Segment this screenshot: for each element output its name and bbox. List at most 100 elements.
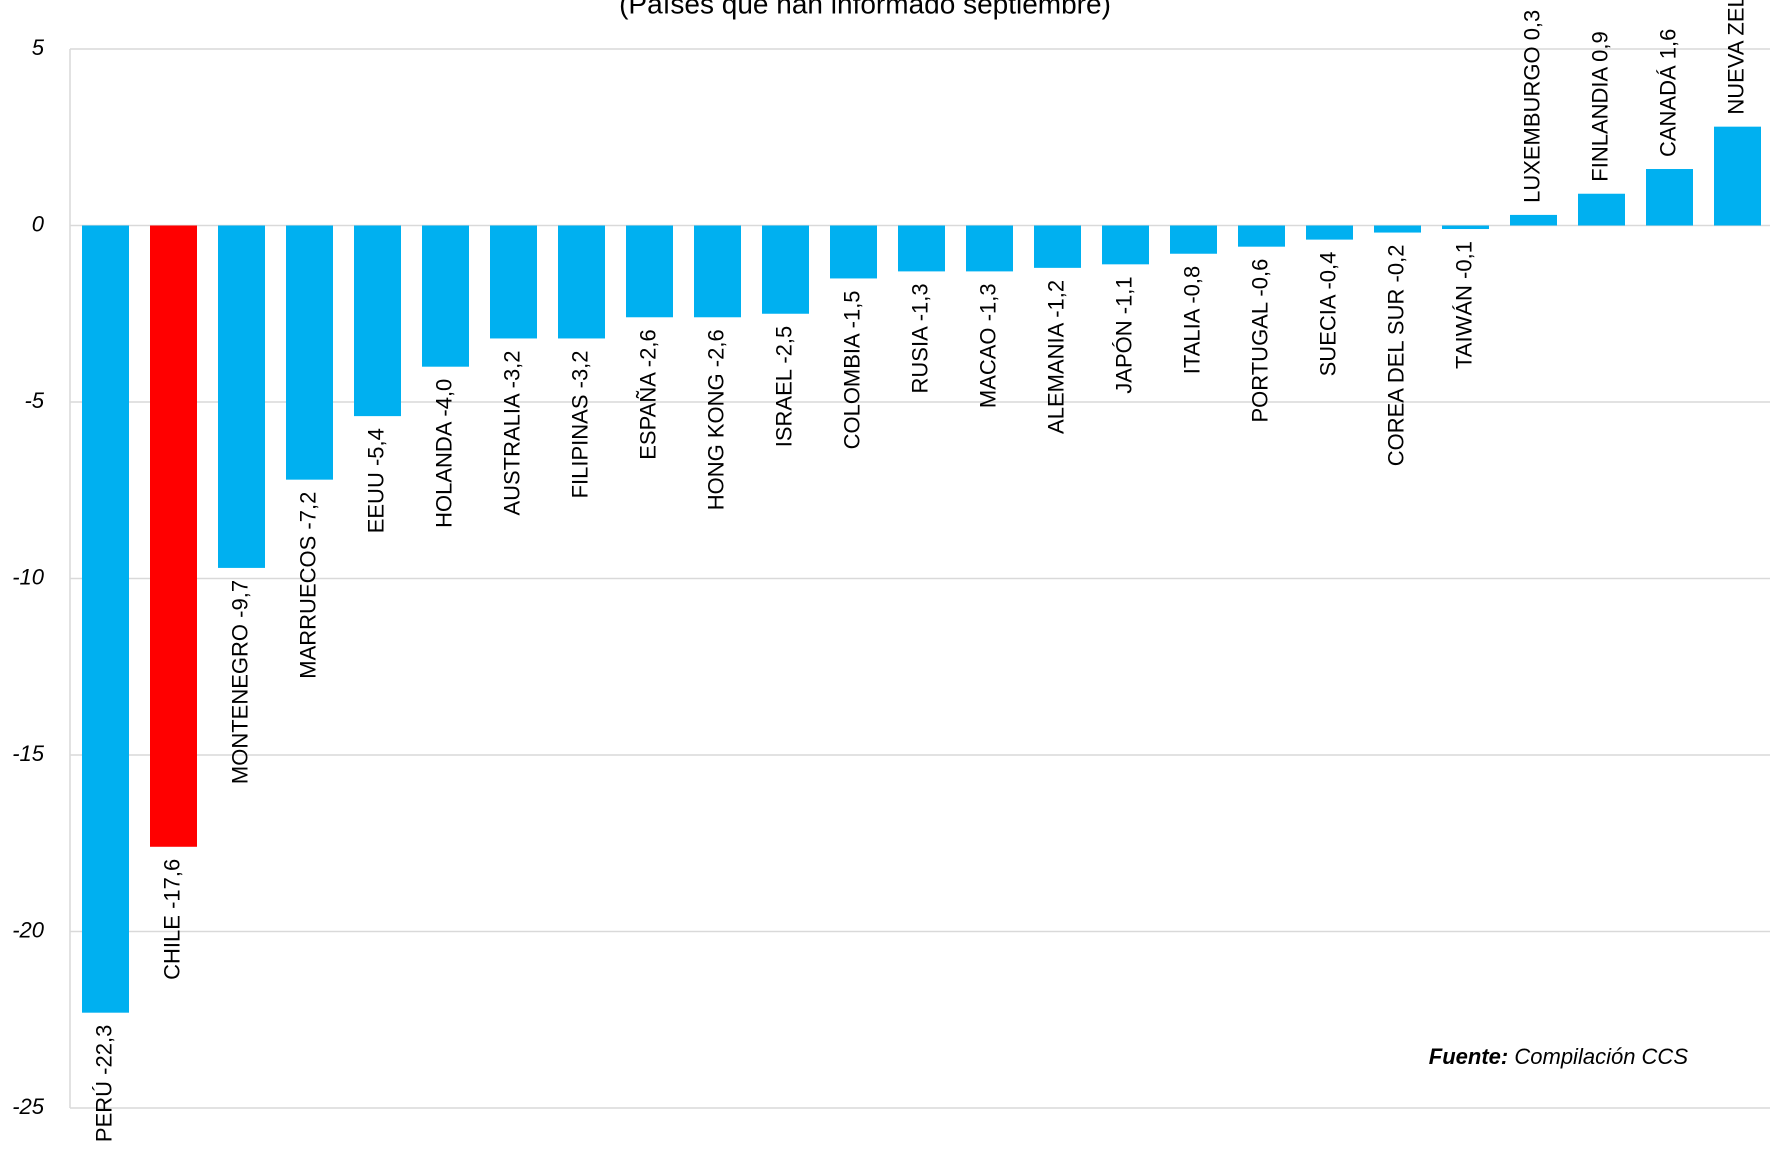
bar-label: FINLANDIA 0,9 xyxy=(1587,31,1612,181)
bar xyxy=(82,225,129,1013)
bar-label: ESPAÑA -2,6 xyxy=(635,329,660,459)
bar-label: CANADÁ 1,6 xyxy=(1655,29,1680,157)
source-text: Compilación CCS xyxy=(1514,1044,1688,1069)
bar-label: ISRAEL -2,5 xyxy=(771,326,796,448)
value-label: -3,2 xyxy=(499,350,524,388)
value-label: -7,2 xyxy=(295,492,320,530)
source-label: Fuente: xyxy=(1429,1044,1508,1069)
category-label: COLOMBIA xyxy=(839,333,864,449)
value-label: -17,6 xyxy=(159,859,184,909)
category-label: COREA DEL SUR xyxy=(1383,289,1408,467)
bar xyxy=(354,225,401,417)
category-label: NUEVA ZEL xyxy=(1723,0,1748,115)
bar xyxy=(830,225,877,279)
category-label: ALEMANIA xyxy=(1043,322,1068,434)
bar xyxy=(150,225,197,847)
bar-label: EEUU -5,4 xyxy=(363,428,388,533)
bar-label: COREA DEL SUR -0,2 xyxy=(1383,245,1408,467)
bar xyxy=(1238,225,1285,247)
bar-label: PERÚ -22,3 xyxy=(91,1025,116,1142)
value-label: -1,1 xyxy=(1111,276,1136,314)
bar-label: MONTENEGRO -9,7 xyxy=(227,580,252,784)
bar xyxy=(286,225,333,480)
value-label: -0,8 xyxy=(1179,266,1204,304)
y-tick-label: -20 xyxy=(12,917,45,942)
category-label: SUECIA xyxy=(1315,294,1340,376)
category-label: PORTUGAL xyxy=(1247,302,1272,422)
bar-label: FILIPINAS -3,2 xyxy=(567,350,592,498)
bar-label: COLOMBIA -1,5 xyxy=(839,290,864,449)
value-label: -0,2 xyxy=(1383,245,1408,283)
bar xyxy=(218,225,265,568)
bar xyxy=(1034,225,1081,268)
y-tick-label: -10 xyxy=(12,564,45,589)
bar xyxy=(1102,225,1149,265)
value-label: 0,3 xyxy=(1519,10,1544,41)
category-label: AUSTRALIA xyxy=(499,393,524,516)
category-label: HOLANDA xyxy=(431,421,456,528)
category-label: CANADÁ xyxy=(1655,65,1680,157)
bar-label: AUSTRALIA -3,2 xyxy=(499,350,524,515)
bar xyxy=(558,225,605,339)
value-label: -0,4 xyxy=(1315,252,1340,290)
y-tick-label: 0 xyxy=(32,211,45,236)
bar-label: CHILE -17,6 xyxy=(159,859,184,980)
value-label: -1,3 xyxy=(975,283,1000,321)
value-label: -2,6 xyxy=(635,329,660,367)
bar-label: MARRUECOS -7,2 xyxy=(295,492,320,679)
chart-subtitle: (Países que han informado septiembre) xyxy=(619,0,1111,19)
value-label: -2,5 xyxy=(771,326,796,364)
value-label: -4,0 xyxy=(431,379,456,417)
category-label: MONTENEGRO xyxy=(227,624,252,784)
bar xyxy=(1442,225,1489,230)
category-label: RUSIA xyxy=(907,326,932,394)
category-label: FILIPINAS xyxy=(567,395,592,499)
bar xyxy=(1306,225,1353,240)
category-label: JAPÓN xyxy=(1111,320,1136,393)
value-label: -5,4 xyxy=(363,428,388,466)
bar-label: LUXEMBURGO 0,3 xyxy=(1519,10,1544,203)
bar xyxy=(966,225,1013,272)
value-label: -9,7 xyxy=(227,580,252,618)
category-label: PERÚ xyxy=(91,1081,116,1142)
value-label: -2,6 xyxy=(703,329,728,367)
category-label: EEUU xyxy=(363,472,388,533)
bar xyxy=(1510,214,1557,226)
category-label: ITALIA xyxy=(1179,308,1204,374)
category-label: HONG KONG xyxy=(703,373,728,510)
y-tick-label: -15 xyxy=(12,741,45,766)
bar xyxy=(1578,193,1625,226)
value-label: 1,6 xyxy=(1655,29,1680,60)
category-label: FINLANDIA xyxy=(1587,66,1612,181)
category-label: CHILE xyxy=(159,915,184,980)
value-label: -0,1 xyxy=(1451,241,1476,279)
bar-label: ALEMANIA -1,2 xyxy=(1043,280,1068,434)
bar xyxy=(898,225,945,272)
value-label: -1,5 xyxy=(839,290,864,328)
bar-label: HOLANDA -4,0 xyxy=(431,379,456,528)
bar-label: MACAO -1,3 xyxy=(975,283,1000,408)
value-label: 0,9 xyxy=(1587,31,1612,62)
category-label: MARRUECOS xyxy=(295,536,320,679)
y-tick-label: 5 xyxy=(32,35,45,60)
bar xyxy=(694,225,741,318)
category-label: ESPAÑA xyxy=(635,372,660,460)
bar-label: PORTUGAL -0,6 xyxy=(1247,259,1272,423)
bar xyxy=(1646,169,1693,226)
bar xyxy=(762,225,809,314)
bar xyxy=(490,225,537,339)
category-label: LUXEMBURGO xyxy=(1519,46,1544,202)
bar xyxy=(1374,225,1421,233)
bar-label: ITALIA -0,8 xyxy=(1179,266,1204,374)
y-tick-label: -5 xyxy=(24,388,44,413)
bar-label: HONG KONG -2,6 xyxy=(703,329,728,510)
bar-label: SUECIA -0,4 xyxy=(1315,252,1340,377)
category-label: TAIWÁN xyxy=(1451,285,1476,369)
source-note: Fuente: Compilación CCS xyxy=(1429,1044,1689,1069)
bar xyxy=(1714,126,1761,226)
y-tick-label: -25 xyxy=(12,1094,45,1119)
value-label: -0,6 xyxy=(1247,259,1272,297)
bar-label: NUEVA ZEL xyxy=(1723,0,1748,115)
bar xyxy=(1170,225,1217,254)
